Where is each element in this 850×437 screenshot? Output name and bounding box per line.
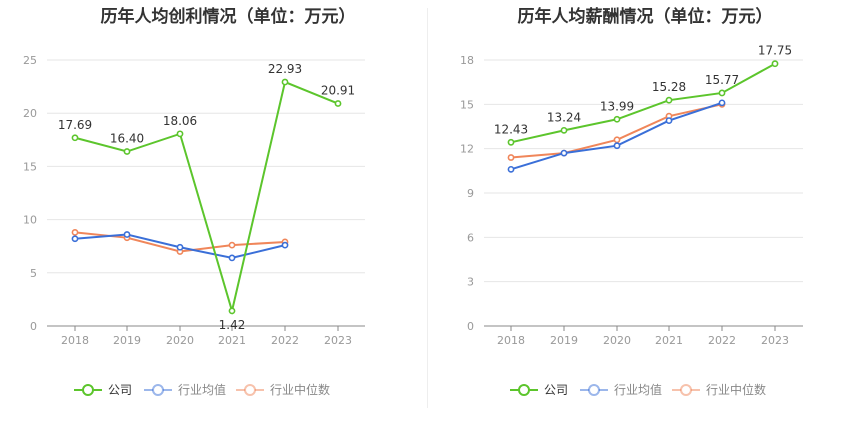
legend-label: 行业均值	[178, 382, 226, 397]
y-tick-label: 15	[460, 98, 474, 111]
legend-swatch-marker	[82, 384, 94, 396]
data-point-company	[71, 134, 79, 142]
y-tick-label: 25	[23, 54, 37, 67]
x-tick-label: 2019	[550, 334, 578, 347]
y-tick-label: 6	[467, 231, 474, 244]
y-tick-label: 3	[467, 276, 474, 289]
data-label: 22.93	[268, 62, 302, 76]
x-tick-label: 2022	[708, 334, 736, 347]
data-point-industry_avg	[123, 231, 131, 238]
data-label: 17.75	[758, 44, 792, 58]
y-tick-label: 0	[467, 320, 474, 333]
data-point-industry_avg	[281, 241, 289, 249]
legend-swatch-marker	[518, 384, 530, 396]
y-tick-label: 9	[467, 187, 474, 200]
data-point-industry_avg	[507, 165, 515, 173]
data-point-industry_median	[613, 136, 621, 144]
x-tick-label: 2023	[761, 334, 789, 347]
chart-title-profit: 历年人均创利情况（单位：万元）	[100, 7, 356, 27]
data-label: 13.99	[600, 99, 634, 113]
data-point-company	[281, 78, 289, 86]
x-tick-label: 2020	[603, 334, 631, 347]
data-label: 17.69	[58, 118, 92, 132]
y-tick-label: 5	[30, 267, 37, 280]
legend-label: 公司	[544, 383, 568, 397]
data-point-industry_median	[228, 241, 236, 249]
data-point-company	[560, 126, 568, 134]
x-tick-label: 2018	[61, 334, 89, 347]
legend-label: 行业中位数	[270, 382, 330, 397]
y-tick-label: 20	[23, 107, 37, 120]
y-tick-label: 0	[30, 320, 37, 333]
data-point-company	[665, 96, 673, 104]
y-tick-label: 10	[23, 214, 37, 227]
data-label: 12.43	[494, 122, 528, 136]
y-tick-label: 15	[23, 160, 37, 173]
x-tick-label: 2021	[655, 334, 683, 347]
data-point-company	[507, 138, 515, 146]
y-tick-label: 18	[460, 54, 474, 67]
data-point-industry_avg	[560, 149, 568, 157]
data-label: 15.28	[652, 80, 686, 94]
data-point-company	[176, 130, 184, 138]
data-point-company	[718, 89, 726, 97]
data-label: 20.91	[321, 84, 355, 98]
legend-item-industry_median: 行业中位数	[236, 382, 330, 397]
x-tick-label: 2023	[324, 334, 352, 347]
data-point-industry_avg	[613, 142, 621, 150]
data-point-industry_avg	[71, 235, 79, 243]
data-point-industry_median	[507, 154, 515, 161]
data-point-industry_avg	[718, 99, 726, 107]
legend-label: 行业中位数	[706, 382, 766, 397]
data-label: 1.42	[219, 318, 246, 332]
series-line-company	[510, 62, 776, 144]
data-point-company	[123, 148, 131, 155]
legend-label: 行业均值	[614, 382, 662, 397]
legend-swatch-marker	[152, 384, 164, 396]
chart-0: 0 5 10 15 20 25 2018 2019 2020 2021 2022 2023 17.69 1…	[23, 54, 365, 397]
data-point-company	[228, 307, 236, 315]
data-point-company	[334, 100, 342, 107]
data-label: 13.24	[547, 110, 581, 124]
data-point-company	[613, 115, 621, 123]
legend-item-industry_median: 行业中位数	[672, 382, 766, 397]
y-tick-label: 12	[460, 143, 474, 156]
x-tick-label: 2021	[218, 334, 246, 347]
legend-item-company: 公司	[74, 383, 132, 397]
data-point-industry_avg	[176, 243, 184, 251]
chart-1: 0 3 6 9 12 15 18 2018 2019 2020 2021 2022 2023 12.43 1…	[460, 44, 803, 397]
legend-label: 公司	[108, 383, 132, 397]
legend-swatch-marker	[680, 384, 692, 396]
data-label: 15.77	[705, 73, 739, 87]
legend-swatch-marker	[588, 384, 600, 396]
legend-item-industry_avg: 行业均值	[144, 382, 226, 397]
legend-item-company: 公司	[510, 383, 568, 397]
panel-divider	[427, 8, 428, 408]
legend-item-industry_avg: 行业均值	[580, 382, 662, 397]
x-tick-label: 2020	[166, 334, 194, 347]
data-point-company	[771, 60, 779, 68]
data-label: 16.40	[110, 132, 144, 146]
x-tick-label: 2019	[113, 334, 141, 347]
x-tick-label: 2022	[271, 334, 299, 347]
data-point-industry_avg	[228, 254, 236, 262]
data-point-industry_median	[71, 228, 79, 236]
data-point-industry_avg	[665, 117, 673, 124]
legend-swatch-marker	[244, 384, 256, 396]
chart-title-salary: 历年人均薪酬情况（单位：万元）	[517, 7, 773, 27]
series-line-company	[74, 80, 339, 315]
data-label: 18.06	[163, 114, 197, 128]
x-tick-label: 2018	[497, 334, 525, 347]
